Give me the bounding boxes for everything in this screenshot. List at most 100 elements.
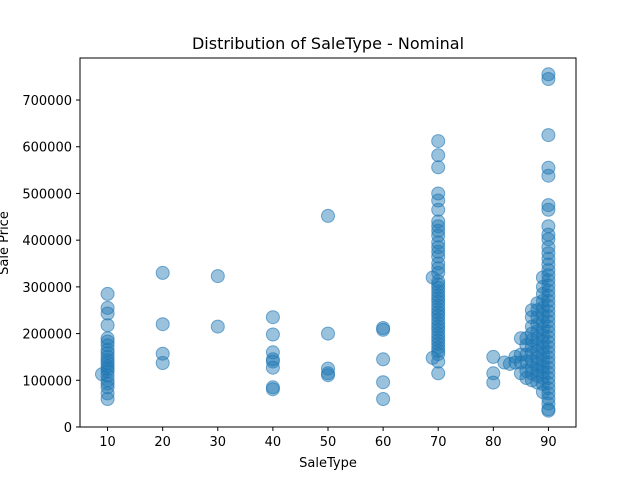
data-point [541,278,556,293]
data-point [100,318,115,333]
data-point [541,319,556,334]
data-point [541,293,556,308]
data-point [541,391,556,406]
data-point [541,403,556,418]
data-point [541,396,556,411]
y-tick-label: 0 [64,421,72,436]
data-point [502,356,517,371]
data-point [100,306,115,321]
data-point [541,324,556,339]
data-point [541,386,556,401]
data-point [541,232,556,247]
chart-title: Distribution of SaleType - Nominal [192,34,464,53]
x-tick-label: 70 [430,435,447,450]
data-point [100,300,115,315]
data-point [265,327,280,342]
data-point [541,273,556,288]
data-point [376,375,391,390]
data-point [265,310,280,325]
data-point [321,326,335,341]
x-tick-label: 50 [320,435,337,450]
data-point [541,251,556,266]
data-point [100,392,115,406]
data-point [431,294,446,309]
data-point [155,265,170,280]
data-point [431,366,446,381]
data-point [541,67,556,82]
y-tick-label: 500000 [22,187,72,202]
data-point [541,299,556,313]
data-point [541,202,556,217]
data-point [486,349,501,364]
data-point [541,168,556,183]
data-point [541,309,556,324]
data-point [265,382,280,397]
axes-layer: 10 20 30 40 50 60 70 80 90 0 100000 200000 300000 400… [22,57,577,450]
data-point [541,304,556,319]
data-point [155,317,170,332]
data-point [431,160,446,175]
data-point [100,338,115,353]
data-point [376,392,391,406]
data-point [431,284,446,299]
data-point [431,280,446,295]
data-point [497,355,512,370]
data-point [541,268,556,283]
x-tick-label: 80 [485,435,502,450]
data-point [431,244,446,259]
data-point [541,371,556,385]
data-point [376,352,391,367]
data-point [541,345,556,360]
y-tick-label: 600000 [22,141,72,156]
data-point [541,340,556,355]
x-tick-label: 10 [99,435,116,450]
y-tick-label: 100000 [22,374,72,389]
data-point [541,198,556,213]
x-tick-label: 30 [210,435,227,450]
data-point [541,350,556,365]
data-point [541,360,556,375]
data-point [431,354,446,369]
data-point [321,368,335,383]
x-tick-label: 20 [154,435,171,450]
data-point [541,128,556,143]
data-point [541,72,556,86]
data-point [541,355,556,370]
data-point [321,208,335,223]
data-point [541,246,556,261]
y-tick-label: 300000 [22,281,72,296]
data-point [541,329,556,344]
data-point [155,356,170,370]
data-point [431,308,446,323]
data-point [100,286,115,301]
data-point [210,269,225,284]
data-point [541,263,556,278]
data-point [541,257,556,272]
data-point [541,335,556,349]
x-tick-label: 40 [265,435,282,450]
y-tick-label: 400000 [22,234,72,249]
x-tick-label: 60 [375,435,392,450]
data-point [100,368,115,383]
data-point [541,283,556,298]
data-point [541,381,556,396]
data-point [541,314,556,329]
data-point [431,202,446,217]
data-point [541,365,556,380]
x-tick-label: 90 [540,435,557,450]
data-point [431,343,446,358]
x-axis-label: SaleType [299,456,357,471]
data-point [100,376,115,391]
data-point [431,223,446,238]
y-tick-label: 700000 [22,94,72,109]
data-point [265,360,280,375]
data-point [541,160,556,175]
y-tick-label: 200000 [22,328,72,343]
data-point [486,375,501,390]
points-layer [95,67,556,418]
data-point [519,331,534,346]
data-point [431,148,446,163]
data-point [541,376,556,391]
data-point [541,288,556,303]
